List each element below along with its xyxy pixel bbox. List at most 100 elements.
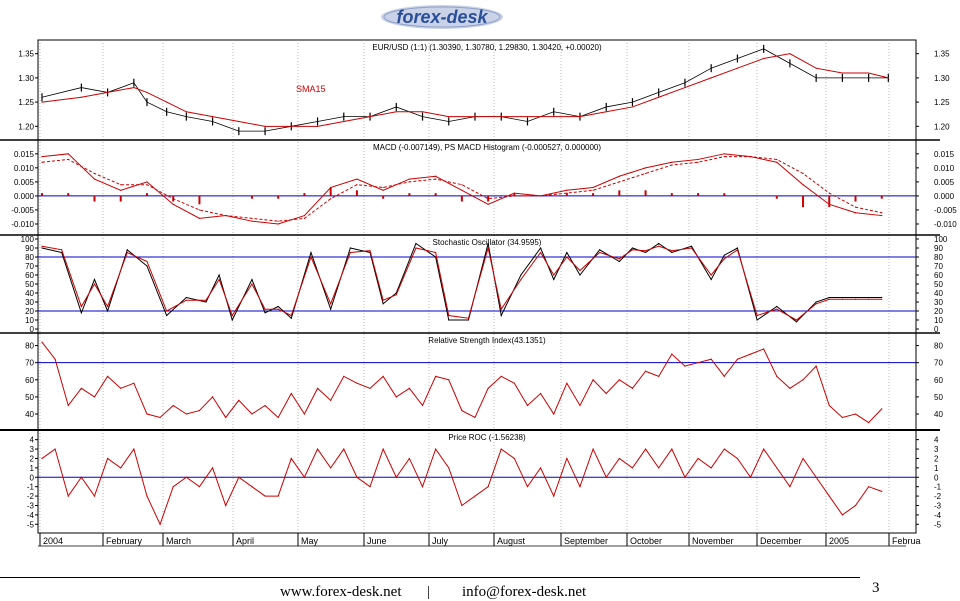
data-point bbox=[356, 382, 358, 384]
y-tick-label-right: 100 bbox=[934, 235, 948, 244]
data-point bbox=[172, 486, 174, 488]
data-point bbox=[658, 96, 660, 98]
data-point bbox=[67, 158, 69, 161]
data-point bbox=[749, 156, 752, 158]
data-point bbox=[553, 278, 555, 281]
data-point bbox=[776, 305, 778, 308]
y-tick-label-right: 50 bbox=[934, 393, 943, 402]
series-line-price-roc bbox=[41, 447, 882, 526]
footer-website[interactable]: www.forex-desk.net bbox=[280, 584, 402, 600]
data-point bbox=[579, 404, 581, 407]
data-point bbox=[303, 413, 306, 415]
data-point bbox=[41, 341, 43, 343]
y-tick-label-left: 60 bbox=[25, 376, 34, 385]
page-number: 3 bbox=[872, 580, 880, 596]
data-point bbox=[618, 175, 620, 177]
y-tick-label-left: 40 bbox=[25, 410, 34, 419]
footer-email[interactable]: info@forex-desk.net bbox=[462, 584, 587, 600]
data-point bbox=[776, 158, 778, 161]
data-point bbox=[644, 251, 647, 254]
data-point bbox=[566, 189, 568, 191]
data-point bbox=[415, 247, 417, 249]
data-point bbox=[592, 186, 594, 189]
y-tick-label-right: 80 bbox=[934, 342, 943, 351]
data-point bbox=[500, 116, 502, 118]
y-tick-label-right: 50 bbox=[934, 280, 943, 289]
x-tick-label: December bbox=[760, 536, 802, 546]
data-point bbox=[868, 421, 870, 424]
data-point bbox=[868, 486, 870, 488]
data-point bbox=[553, 274, 555, 276]
y-tick-label-right: 10 bbox=[934, 316, 943, 325]
data-point bbox=[198, 486, 201, 488]
data-point bbox=[107, 310, 109, 312]
data-point bbox=[697, 457, 699, 460]
data-point bbox=[710, 77, 712, 79]
data-point bbox=[251, 283, 253, 285]
data-point bbox=[658, 242, 660, 245]
indicator-charts: EUR/USD (1:1) (1.30390, 1.30780, 1.29830… bbox=[0, 39, 957, 547]
series-line-signal bbox=[41, 156, 882, 222]
y-tick-label-right: -2 bbox=[934, 492, 942, 501]
y-tick-label-left: 1.20 bbox=[18, 122, 34, 131]
data-point bbox=[80, 96, 82, 98]
x-tick-label: February bbox=[106, 536, 143, 546]
data-point bbox=[61, 251, 63, 254]
data-point bbox=[592, 189, 594, 191]
data-point bbox=[231, 319, 233, 321]
data-point bbox=[41, 161, 43, 163]
data-point bbox=[553, 495, 555, 497]
data-point bbox=[107, 457, 109, 460]
data-point bbox=[540, 195, 542, 197]
data-point bbox=[854, 296, 857, 299]
data-point bbox=[356, 476, 358, 478]
data-point bbox=[185, 413, 187, 415]
data-point bbox=[540, 247, 542, 249]
data-point bbox=[120, 184, 122, 186]
data-point bbox=[80, 312, 82, 314]
data-point bbox=[736, 249, 739, 251]
data-point bbox=[736, 457, 739, 460]
y-tick-label-left: 40 bbox=[25, 289, 34, 298]
data-point bbox=[710, 358, 712, 360]
y-tick-label-left: -4 bbox=[27, 511, 35, 520]
data-point bbox=[841, 514, 843, 516]
data-point bbox=[723, 448, 725, 450]
data-point bbox=[277, 416, 279, 419]
data-point bbox=[290, 457, 292, 460]
y-tick-label-left: 0 bbox=[30, 325, 35, 334]
data-point bbox=[382, 299, 384, 301]
data-point bbox=[277, 495, 279, 497]
x-tick-label: 2005 bbox=[829, 536, 849, 546]
data-point bbox=[592, 448, 594, 450]
panel-title: MACD (-0.007149), PS MACD Histogram (-0.… bbox=[373, 143, 601, 152]
data-point bbox=[290, 317, 292, 319]
data-point bbox=[599, 251, 601, 254]
data-point bbox=[133, 86, 135, 89]
data-point bbox=[185, 299, 187, 301]
data-point bbox=[211, 116, 214, 118]
y-tick-label-left: 1.35 bbox=[18, 50, 34, 59]
y-tick-label-right: 70 bbox=[934, 262, 943, 271]
data-point bbox=[41, 245, 43, 247]
data-point bbox=[815, 365, 817, 367]
data-point bbox=[881, 408, 883, 410]
data-point bbox=[146, 495, 148, 497]
data-point bbox=[618, 258, 620, 260]
y-tick-label-left: 80 bbox=[25, 342, 34, 351]
data-point bbox=[316, 387, 319, 389]
data-point bbox=[120, 189, 122, 191]
y-tick-label-left: 2 bbox=[30, 454, 35, 463]
data-point bbox=[671, 353, 673, 355]
data-point bbox=[251, 486, 253, 488]
data-point bbox=[382, 303, 384, 305]
data-point bbox=[868, 296, 870, 299]
y-tick-label-right: -0.010 bbox=[934, 220, 957, 229]
data-point bbox=[93, 396, 96, 398]
data-point bbox=[599, 249, 601, 251]
data-point bbox=[658, 467, 660, 469]
data-point bbox=[93, 278, 96, 281]
data-point bbox=[421, 404, 424, 407]
data-point bbox=[756, 314, 758, 317]
data-point bbox=[520, 274, 522, 276]
